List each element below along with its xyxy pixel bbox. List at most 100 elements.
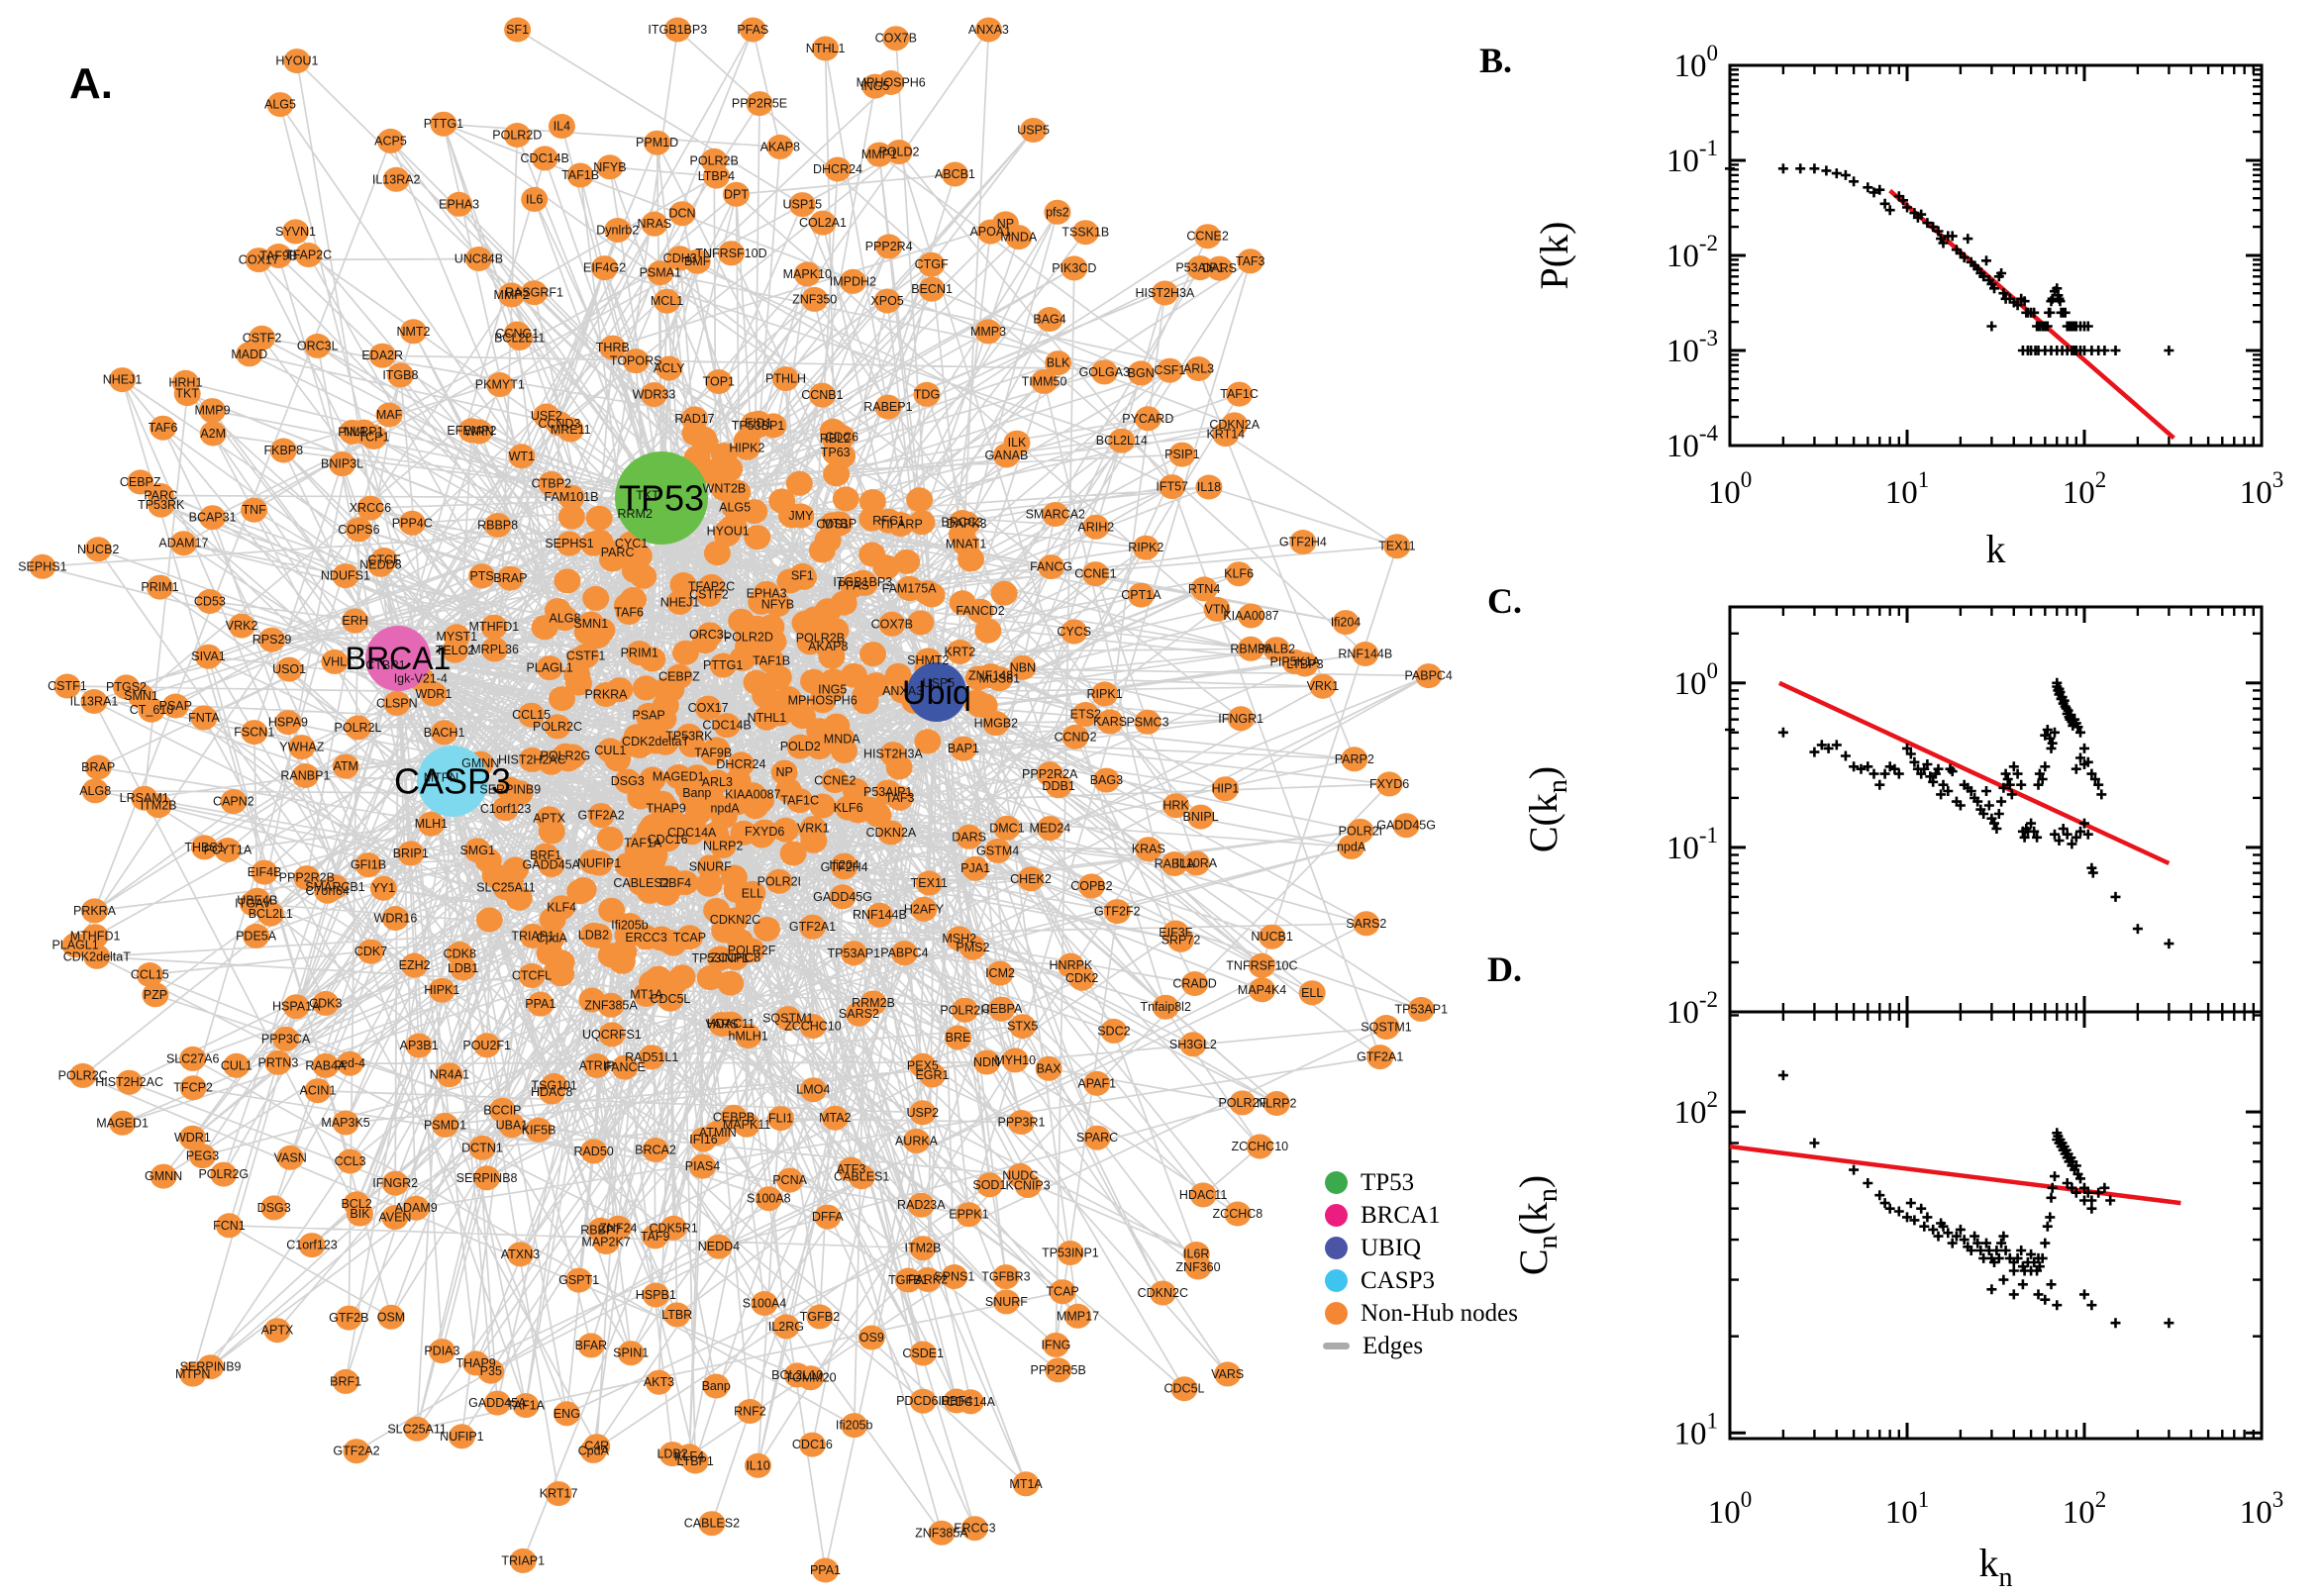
non-hub-node bbox=[251, 859, 278, 885]
non-hub-node bbox=[1159, 474, 1186, 500]
node-label: LDB1 bbox=[448, 961, 478, 975]
node-label: PPP2R4 bbox=[865, 240, 913, 253]
non-hub-node bbox=[1151, 280, 1178, 306]
non-hub-node bbox=[1152, 994, 1179, 1020]
node-label: PPA1 bbox=[810, 1563, 841, 1577]
node-label: PRTN3 bbox=[258, 1055, 299, 1069]
non-hub-node bbox=[375, 402, 403, 428]
node-label: RAD17 bbox=[674, 412, 714, 426]
node-label: PCYT1A bbox=[204, 844, 252, 857]
node-label: COPB2 bbox=[1070, 879, 1112, 893]
node-label: MED24 bbox=[1030, 822, 1071, 836]
node-label: Tnfaip8l2 bbox=[1140, 1000, 1190, 1014]
node-label: CTGF bbox=[915, 257, 949, 271]
node-label: TFCP2 bbox=[173, 1081, 213, 1095]
node-label: S100A4 bbox=[743, 1297, 787, 1311]
non-hub-node bbox=[698, 1511, 726, 1537]
node-label: PPP2R2B bbox=[279, 871, 335, 885]
node-label: POLR2I bbox=[758, 874, 801, 888]
non-hub-node bbox=[1071, 702, 1099, 727]
plot-frame bbox=[1728, 1010, 2264, 1441]
node-label: MNDA bbox=[1000, 231, 1037, 245]
node-label: ATF3 bbox=[837, 1162, 866, 1176]
node-label: VRK1 bbox=[797, 822, 830, 836]
non-hub-node bbox=[851, 570, 878, 596]
non-hub-node bbox=[282, 994, 310, 1020]
non-hub-node bbox=[1347, 818, 1374, 844]
non-hub-node bbox=[1057, 952, 1084, 978]
non-hub-node bbox=[764, 664, 792, 690]
non-hub-node bbox=[190, 705, 218, 731]
non-hub-node bbox=[1206, 255, 1234, 281]
non-hub-node bbox=[468, 1135, 496, 1160]
non-hub-node bbox=[1291, 651, 1319, 677]
non-hub-node bbox=[778, 503, 805, 529]
non-hub-node bbox=[142, 982, 169, 1008]
node-label: RNF144B bbox=[1338, 648, 1392, 661]
node-label: STX5 bbox=[1007, 1020, 1038, 1034]
node-label: GADD45A bbox=[468, 1396, 527, 1410]
legend-item-casp3: CASP3 bbox=[1325, 1264, 1518, 1297]
node-label: APAF1 bbox=[1077, 1076, 1116, 1090]
non-hub-node bbox=[1064, 1303, 1091, 1329]
non-hub-node bbox=[1170, 1376, 1198, 1402]
node-label: ATXN3 bbox=[501, 1247, 540, 1261]
node-label: CCNB1 bbox=[801, 388, 843, 402]
non-hub-node bbox=[617, 1341, 645, 1366]
node-label: PRKRA bbox=[584, 688, 628, 702]
non-hub-node bbox=[84, 537, 112, 562]
non-hub-node bbox=[663, 17, 691, 43]
non-hub-node bbox=[713, 522, 741, 548]
non-hub-node bbox=[858, 1325, 885, 1350]
non-hub-node bbox=[1091, 681, 1119, 707]
non-hub-node bbox=[717, 970, 745, 996]
non-hub-node bbox=[878, 611, 906, 637]
non-hub-node bbox=[723, 181, 750, 207]
node-label: TAF9 bbox=[641, 1230, 670, 1244]
node-label: HIST2H3A bbox=[1136, 286, 1195, 300]
legend-item-tp53: TP53 bbox=[1325, 1166, 1518, 1199]
non-hub-node bbox=[1049, 1279, 1076, 1305]
node-label: PALB2 bbox=[1258, 643, 1295, 656]
non-hub-node bbox=[695, 871, 723, 897]
node-label: BCCIP bbox=[483, 1103, 521, 1117]
node-label: CCNE2 bbox=[1186, 230, 1228, 244]
node-label: NRAS bbox=[638, 217, 672, 231]
non-hub-node bbox=[1238, 603, 1264, 629]
node-label: HMGB2 bbox=[974, 717, 1019, 731]
node-label: BRIP1 bbox=[393, 847, 429, 860]
non-hub-node bbox=[531, 146, 558, 171]
node-label: CDKN2A bbox=[1209, 418, 1260, 432]
non-hub-node bbox=[739, 17, 766, 43]
non-hub-node bbox=[556, 531, 583, 556]
non-hub-node bbox=[486, 372, 514, 397]
non-hub-node bbox=[345, 517, 372, 543]
node-label: BAP1 bbox=[948, 742, 979, 755]
non-hub-node bbox=[697, 785, 725, 811]
hub-label-TP53: TP53 bbox=[619, 478, 704, 519]
scatter-points bbox=[1725, 677, 2174, 949]
node-label: TP53AP1 bbox=[1395, 1002, 1449, 1016]
node-label: NP bbox=[997, 217, 1014, 231]
node-label: CSTF1 bbox=[48, 679, 87, 693]
non-hub-node bbox=[1012, 1471, 1040, 1497]
node-label: MNDA bbox=[824, 733, 860, 747]
node-label: BLK bbox=[1047, 356, 1070, 370]
node-label: TAF6 bbox=[149, 421, 178, 435]
non-hub-node bbox=[806, 1304, 834, 1330]
node-label: KARS bbox=[1093, 715, 1127, 729]
node-label: CSTF2 bbox=[243, 331, 282, 345]
node-label: NUFIP1 bbox=[577, 856, 622, 870]
non-hub-node bbox=[805, 735, 833, 760]
non-hub-node bbox=[398, 510, 426, 536]
non-hub-node bbox=[544, 714, 571, 740]
node-label: THAP9 bbox=[647, 801, 686, 815]
non-hub-node bbox=[1009, 654, 1037, 680]
non-hub-node bbox=[475, 907, 503, 933]
node-label: PARC bbox=[144, 489, 177, 503]
non-hub-node bbox=[1259, 924, 1286, 949]
node-label: PDE5A bbox=[236, 929, 277, 943]
non-hub-node bbox=[1042, 502, 1069, 527]
non-hub-node bbox=[800, 668, 827, 694]
